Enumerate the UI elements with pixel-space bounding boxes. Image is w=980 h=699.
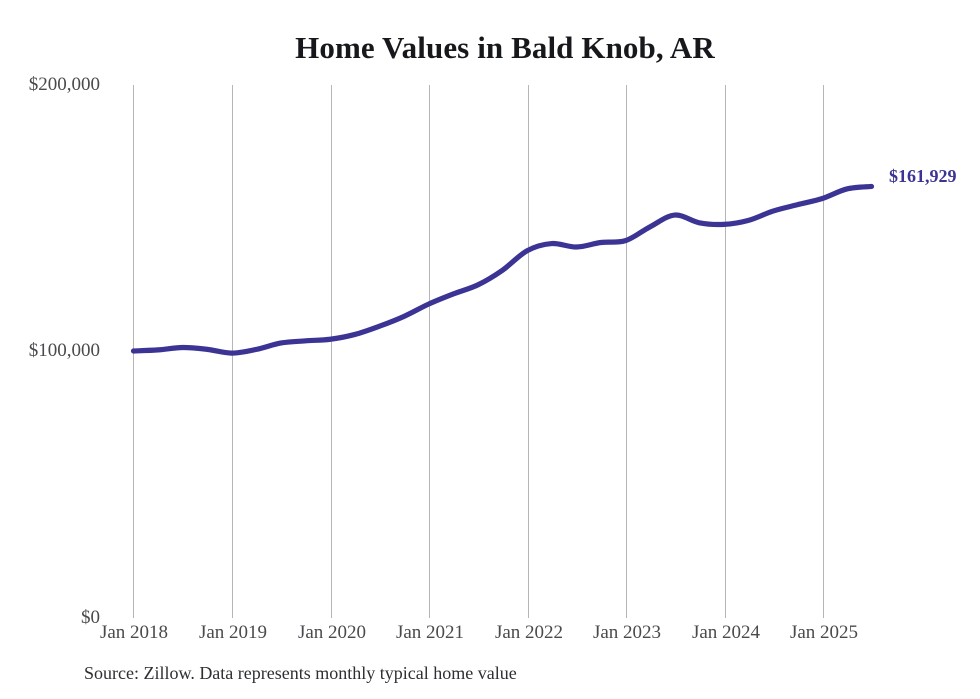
x-axis-tick-jan-2022: Jan 2022 xyxy=(494,622,564,643)
y-axis-tick-200000: $200,000 xyxy=(28,74,100,95)
x-axis-tick-jan-2021: Jan 2021 xyxy=(395,622,465,643)
end-of-series-value-label: $161,929 xyxy=(889,166,957,186)
y-axis-tick-0: $0 xyxy=(81,607,100,628)
x-axis-tick-jan-2018: Jan 2018 xyxy=(99,622,169,643)
x-axis-tick-jan-2020: Jan 2020 xyxy=(297,622,367,643)
x-axis-tick-jan-2024: Jan 2024 xyxy=(691,622,761,643)
y-axis-tick-100000: $100,000 xyxy=(28,340,100,361)
series-line-typical-home-value xyxy=(130,183,875,356)
x-axis-tick-jan-2023: Jan 2023 xyxy=(592,622,662,643)
source-footnote: Source: Zillow. Data represents monthly … xyxy=(84,663,517,683)
page-title: Home Values in Bald Knob, AR xyxy=(295,30,715,65)
x-axis-tick-jan-2019: Jan 2019 xyxy=(198,622,268,643)
x-axis-tick-jan-2025: Jan 2025 xyxy=(789,622,859,643)
